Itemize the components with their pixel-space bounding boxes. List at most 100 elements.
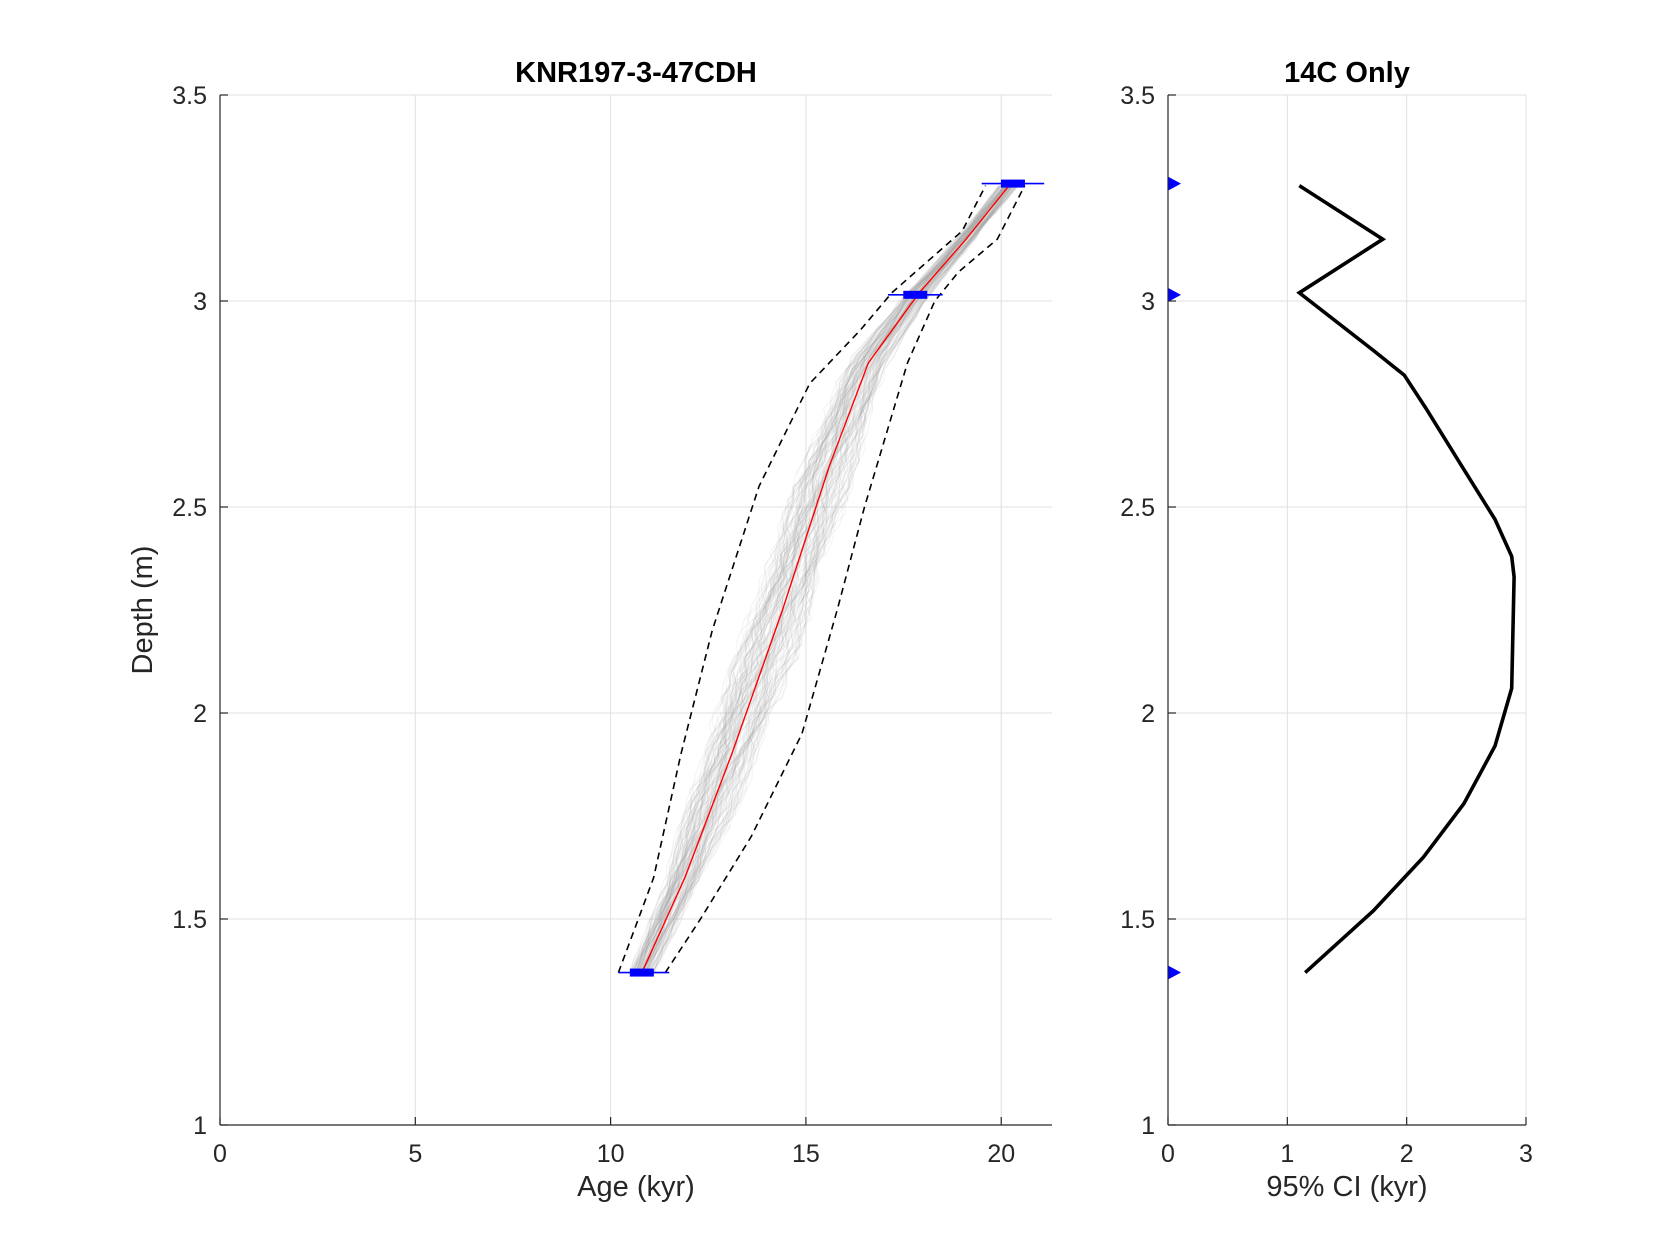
ensemble-realisation (640, 185, 1006, 973)
age-ensemble (628, 185, 1019, 973)
ensemble-realisation (645, 185, 1012, 973)
ensemble-realisation (631, 185, 1000, 973)
left-y-tick-label: 1 (193, 1112, 207, 1140)
ensemble-realisation (633, 185, 1006, 973)
ensemble-realisation (651, 185, 1016, 973)
right-y-tick-label: 2 (1141, 700, 1155, 728)
ci-axes (1167, 94, 1527, 1126)
date-marker (1000, 179, 1025, 188)
ensemble-realisation (646, 185, 1013, 973)
ci-width-plot: 0 1 2 311.522.533.5 14C Only 95% CI (kyr) (1120, 57, 1533, 1203)
left-x-axis-label: Age (kyr) (577, 1171, 695, 1203)
ensemble-realisation (634, 185, 1005, 973)
ensemble-realisation (643, 185, 1013, 973)
left-y-tick-label: 1.5 (172, 906, 207, 934)
left-y-tick-label: 2.5 (172, 494, 207, 522)
right-y-tick-label: 3 (1141, 288, 1155, 316)
ensemble-realisation (645, 185, 1013, 973)
ensemble-realisation (644, 185, 1011, 973)
ensemble-realisation (636, 185, 1009, 973)
date-depth-marker (1168, 287, 1181, 302)
date-depth-marker (1168, 176, 1181, 191)
ensemble-realisation (652, 185, 1016, 973)
ensemble-realisation (645, 185, 1014, 973)
ensemble-realisation (639, 185, 1010, 973)
ensemble-realisation (636, 185, 1002, 973)
ensemble-realisation (628, 185, 1001, 973)
ensemble-realisation (645, 185, 1014, 973)
ensemble-realisation (649, 185, 1019, 973)
ensemble-realisation (648, 185, 1014, 973)
ensemble-realisation (633, 185, 1006, 973)
ensemble-realisation (650, 185, 1019, 973)
ensemble-realisation (646, 185, 1018, 973)
left-y-tick-label: 3.5 (172, 82, 207, 110)
ensemble-realisation (635, 185, 1004, 973)
ensemble-realisation (636, 185, 1007, 973)
left-x-tick-label: 15 (792, 1140, 820, 1168)
right-y-tick-label: 3.5 (1120, 82, 1155, 110)
ensemble-realisation (651, 185, 1014, 973)
ensemble-realisation (637, 185, 1005, 973)
ensemble-realisation (654, 185, 1016, 973)
ensemble-realisation (640, 185, 1012, 973)
ensemble-realisation (648, 185, 1014, 973)
ensemble-realisation (645, 185, 1013, 973)
ensemble-realisation (631, 185, 1004, 973)
ensemble-realisation (650, 185, 1018, 973)
ensemble-realisation (646, 185, 1015, 973)
ensemble-realisation (638, 185, 1006, 973)
median-age-line (641, 185, 1010, 973)
right-chart-title: 14C Only (1284, 57, 1410, 89)
ensemble-realisation (649, 185, 1018, 973)
ensemble-realisation (637, 185, 1002, 973)
ci-series (1296, 184, 1516, 974)
ensemble-realisation (635, 185, 1007, 973)
ensemble-realisation (633, 185, 1004, 973)
ensemble-realisation (633, 185, 1002, 973)
ensemble-realisation (629, 185, 1000, 973)
ensemble-realisation (653, 185, 1019, 973)
ensemble-realisation (648, 185, 1018, 973)
ensemble-realisation (643, 185, 1012, 973)
ensemble-realisation (631, 185, 1005, 973)
ensemble-realisation (632, 185, 1001, 973)
right-x-tick-label: 2 (1400, 1140, 1414, 1168)
left-chart-title: KNR197-3-47CDH (515, 57, 757, 89)
ensemble-realisation (638, 185, 1011, 973)
ensemble-realisation (653, 185, 1018, 973)
age-depth-tick-labels: 0 5 10 15 20 1 1.5 2 2.5 3 3.5 (172, 82, 1015, 1168)
ensemble-realisation (630, 185, 1002, 973)
ensemble-realisation (638, 185, 1009, 973)
ensemble-realisation (639, 185, 1010, 973)
ensemble-realisation (641, 185, 1014, 973)
ensemble-realisation (633, 185, 1005, 973)
age-depth-plot: 0 5 10 15 20 1 1.5 2 2.5 3 3.5 KNR197-3-47CDH Age … (127, 57, 1052, 1203)
ensemble-realisation (640, 185, 1008, 973)
ensemble-realisation (637, 185, 1007, 973)
ensemble-realisation (630, 185, 1005, 973)
ensemble-realisation (654, 185, 1017, 973)
age-depth-series (617, 185, 1026, 974)
ensemble-realisation (642, 185, 1009, 973)
ensemble-realisation (650, 185, 1019, 973)
date-depth-marker (1168, 965, 1181, 980)
right-x-tick-label: 1 (1280, 1140, 1294, 1168)
ensemble-realisation (640, 185, 1008, 973)
ensemble-realisation (639, 185, 1008, 973)
ensemble-realisation (636, 185, 1005, 973)
ensemble-realisation (638, 185, 1007, 973)
ensemble-realisation (641, 185, 1009, 973)
lower-confidence-line (617, 185, 987, 973)
ensemble-realisation (631, 185, 1001, 973)
left-x-tick-label: 10 (597, 1140, 625, 1168)
ci-tick-labels: 0 1 2 311.522.533.5 (1120, 82, 1533, 1168)
date-marker (903, 290, 928, 299)
right-y-tick-label: 1 (1141, 1112, 1155, 1140)
ensemble-realisation (644, 185, 1010, 973)
ensemble-realisation (638, 185, 1012, 973)
ensemble-realisation (635, 185, 1003, 973)
left-x-tick-label: 20 (987, 1140, 1015, 1168)
right-y-tick-label: 1.5 (1120, 906, 1155, 934)
